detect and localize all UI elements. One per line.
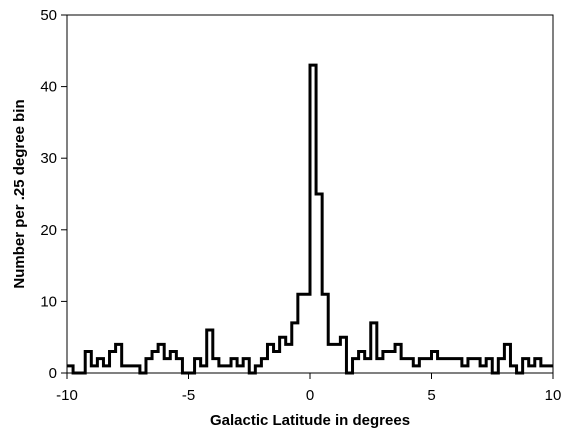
x-tick-label: 5 — [427, 387, 435, 404]
y-tick-label: 50 — [40, 7, 57, 24]
x-axis-title: Galactic Latitude in degrees — [210, 412, 410, 429]
x-tick-labels: -10 -5 0 5 10 — [56, 387, 561, 404]
histogram-step-line — [67, 63, 553, 375]
x-tick-label: -10 — [56, 387, 78, 404]
y-tick-labels: 0 10 20 30 40 50 — [40, 7, 57, 382]
y-tick-label: 40 — [40, 79, 57, 96]
y-axis-title: Number per .25 degree bin — [11, 99, 28, 288]
x-tick-label: -5 — [182, 387, 195, 404]
x-tick-label: 0 — [306, 387, 314, 404]
plot-frame — [66, 14, 554, 374]
x-tick-label: 10 — [545, 387, 562, 404]
y-tick-label: 20 — [40, 222, 57, 239]
y-tick-label: 30 — [40, 150, 57, 167]
y-tick-label: 10 — [40, 293, 57, 310]
y-tick-label: 0 — [49, 365, 57, 382]
